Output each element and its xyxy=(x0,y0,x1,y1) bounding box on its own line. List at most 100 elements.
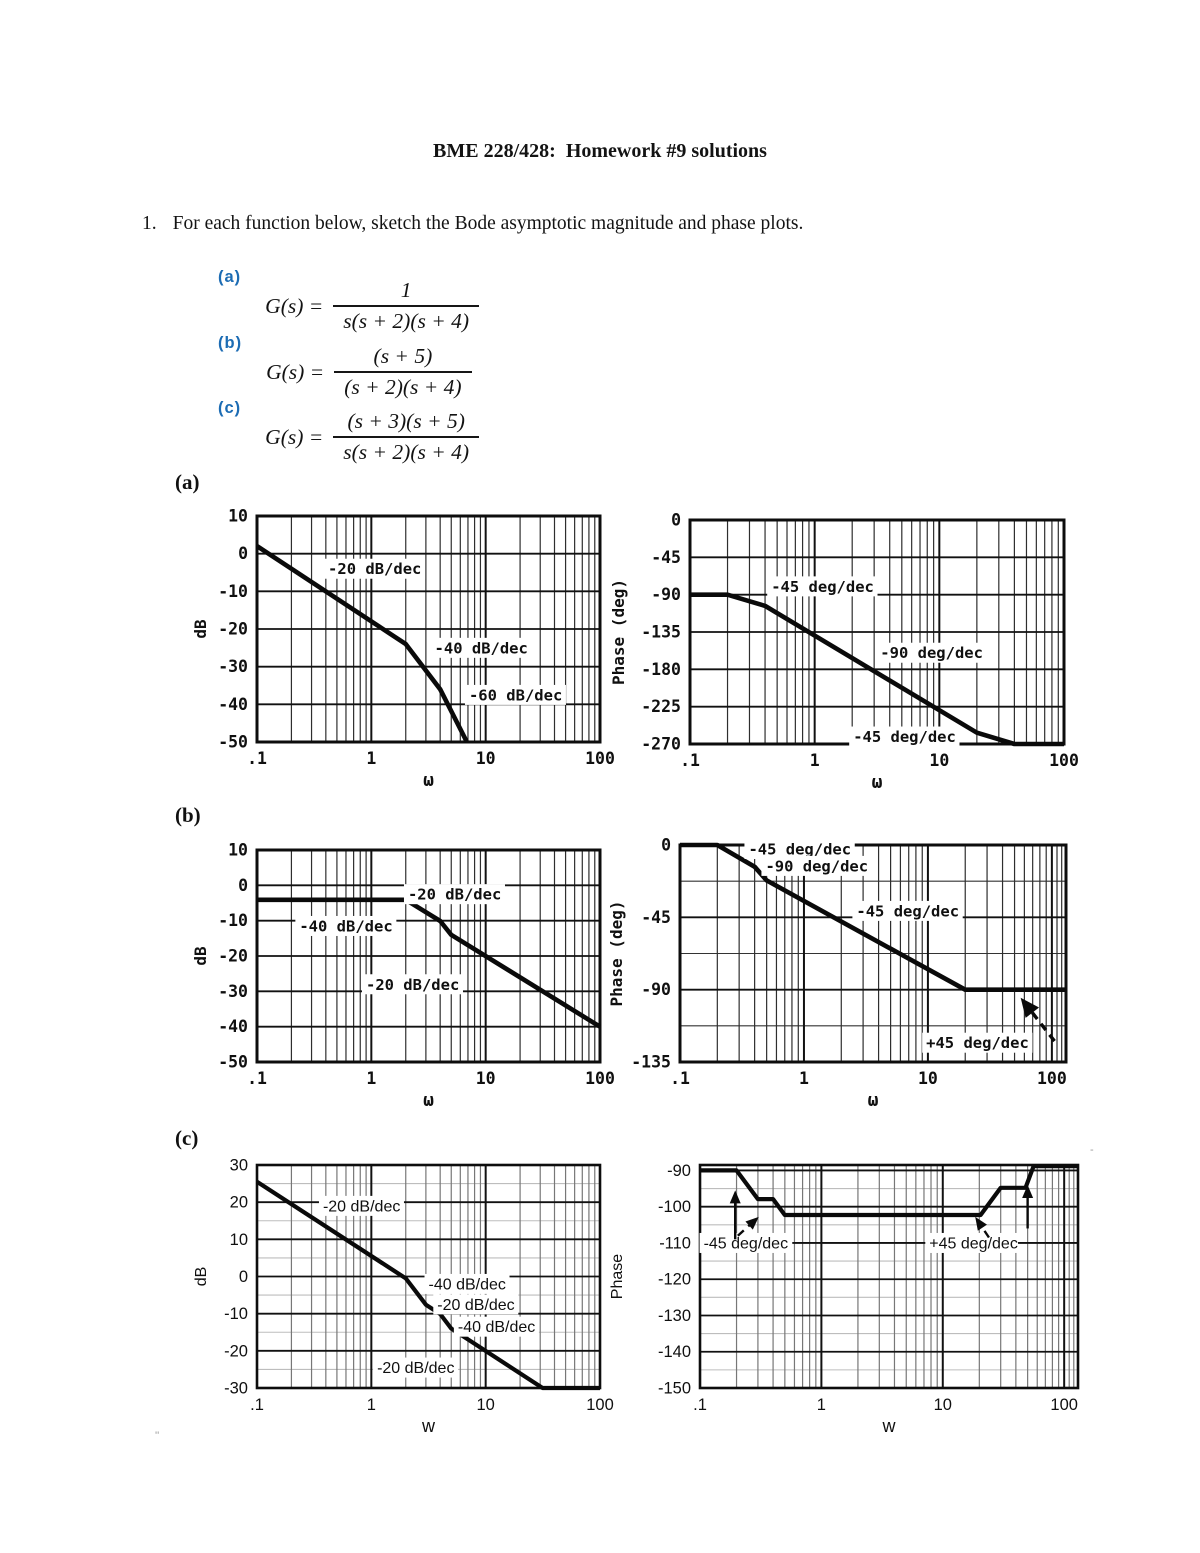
y-axis-label: dB xyxy=(193,1267,210,1287)
annotation-box xyxy=(433,1294,519,1315)
slope-annotation: -20 dB/dec xyxy=(366,976,459,994)
annotation-box xyxy=(361,974,463,995)
x-axis-label: w xyxy=(421,1416,436,1436)
bode-plot-c-magnitude: -20 dB/dec -40 dB/dec -20 dB/dec -40 dB/dec… xyxy=(176,1148,626,1451)
x-tick-label: .1 xyxy=(250,1396,264,1414)
y-tick-label: -40 xyxy=(218,1017,248,1036)
fraction-bar xyxy=(334,371,472,373)
section-label-a: (a) xyxy=(175,470,200,494)
slope-annotation: -45 deg/dec xyxy=(771,578,874,596)
page-title: BME 228/428: Homework #9 solutions xyxy=(433,140,767,162)
slope-annotation: -20 dB/dec xyxy=(323,1198,400,1215)
equation-b-fraction: (s + 5) (s + 2)(s + 4) xyxy=(334,344,472,400)
equation-a: (a) G(s) = 1 s(s + 2)(s + 4) xyxy=(218,266,480,334)
y-tick-label: 0 xyxy=(671,511,681,530)
y-tick-label: -50 xyxy=(218,733,248,752)
y-axis-label: Phase (deg) xyxy=(609,579,628,685)
x-axis-label: ω xyxy=(423,1090,434,1111)
bode-plot-b-phase: -45 deg/dec -90 deg/dec -45 deg/dec +45 deg… xyxy=(600,826,1080,1123)
y-tick-label: 30 xyxy=(230,1157,248,1175)
x-tick-label: 100 xyxy=(1049,751,1079,770)
fraction-bar xyxy=(333,305,480,307)
y-tick-label: -135 xyxy=(641,623,681,642)
x-tick-label: 1 xyxy=(817,1396,826,1414)
equation-a-numerator: 1 xyxy=(400,278,412,302)
slope-annotation: -40 dB/dec xyxy=(299,917,392,935)
y-tick-label: -10 xyxy=(224,1305,248,1323)
bode-chart-svg: -20 dB/dec-40 dB/dec-20 dB/dec100-10-20-… xyxy=(191,841,615,1112)
slope-annotation: -40 dB/dec xyxy=(435,639,528,657)
x-tick-label: 10 xyxy=(918,1069,938,1088)
annotation-box xyxy=(925,1232,1019,1253)
problem-statement: 1. For each function below, sketch the B… xyxy=(142,213,1122,235)
equation-c-denominator: s(s + 2)(s + 4) xyxy=(343,440,470,464)
annotation-arrowhead xyxy=(975,1216,987,1231)
bode-chart-svg: -20 dB/dec -40 dB/dec -20 dB/dec -40 dB/dec… xyxy=(193,1157,614,1437)
x-axis-label: ω xyxy=(423,770,434,791)
bode-chart-svg: -20 dB/dec-40 dB/dec-60 dB/dec100-10-20-… xyxy=(191,507,615,792)
fraction-bar xyxy=(333,436,480,438)
y-tick-label: -180 xyxy=(641,660,681,679)
annotation-box xyxy=(453,1316,539,1337)
y-tick-label: 0 xyxy=(239,1268,248,1286)
slope-annotation: -20 dB/dec xyxy=(437,1297,514,1314)
annotation-box xyxy=(318,1195,404,1216)
y-axis-label: dB xyxy=(191,619,210,639)
plot-border xyxy=(255,848,602,1064)
bode-chart-svg: -45 deg/dec-90 deg/dec-45 deg/dec+45 deg… xyxy=(607,836,1068,1111)
annotation-box xyxy=(849,726,960,747)
asymptote-curve xyxy=(255,544,469,744)
annotation-box xyxy=(699,1232,793,1253)
x-axis-label: ω xyxy=(872,772,883,793)
section-label-b: (b) xyxy=(175,803,201,827)
y-tick-label: -90 xyxy=(651,585,681,604)
equation-c-lhs: G(s) = xyxy=(265,424,324,449)
annotation-arrowhead xyxy=(729,1190,741,1204)
y-tick-label: -20 xyxy=(224,1342,248,1360)
slope-annotation: -45 deg/dec xyxy=(704,1235,789,1252)
y-axis-label: Phase xyxy=(609,1254,626,1299)
y-tick-label: -20 xyxy=(218,947,248,966)
equation-b-denominator: (s + 2)(s + 4) xyxy=(344,375,462,399)
y-tick-label: -140 xyxy=(658,1343,691,1361)
y-tick-label: 0 xyxy=(238,544,248,563)
y-tick-label: 10 xyxy=(230,1231,248,1249)
annotation-box xyxy=(424,1273,510,1294)
y-tick-label: -150 xyxy=(658,1380,691,1398)
equation-b-numerator: (s + 5) xyxy=(373,344,433,368)
slope-annotation: -20 dB/dec xyxy=(408,886,501,904)
plot-border xyxy=(678,843,1068,1064)
x-tick-label: 10 xyxy=(934,1396,952,1414)
y-tick-label: 20 xyxy=(230,1194,248,1212)
slope-annotation: -60 dB/dec xyxy=(469,686,562,704)
y-tick-label: -20 xyxy=(218,620,248,639)
annotation-box xyxy=(464,684,566,705)
y-tick-label: -270 xyxy=(641,735,681,754)
equation-a-lhs: G(s) = xyxy=(265,293,324,318)
y-tick-label: -40 xyxy=(218,695,248,714)
annotation-arrow-line xyxy=(979,1224,990,1239)
x-axis-label: w xyxy=(882,1416,897,1436)
y-tick-label: -10 xyxy=(218,582,248,601)
bode-chart-svg: -45 deg/dec +45 deg/dec -90 -100 -110 -120 -13… xyxy=(609,1162,1080,1436)
y-tick-label: -135 xyxy=(631,1053,671,1072)
y-tick-label: -130 xyxy=(658,1307,691,1325)
y-axis-label: dB xyxy=(191,946,210,966)
x-axis-label: ω xyxy=(868,1090,879,1111)
x-tick-label: .1 xyxy=(670,1069,690,1088)
x-tick-label: 1 xyxy=(366,749,376,768)
y-tick-label: -100 xyxy=(658,1198,691,1216)
slope-annotation: -45 deg/dec xyxy=(856,902,959,920)
x-tick-label: 1 xyxy=(799,1069,809,1088)
y-tick-label: -50 xyxy=(218,1053,248,1072)
y-tick-label: 0 xyxy=(661,836,671,855)
equation-c: (c) G(s) = (s + 3)(s + 5) s(s + 2)(s + 4… xyxy=(218,397,480,465)
slope-annotation: -45 deg/dec xyxy=(748,841,851,859)
y-tick-label: -45 xyxy=(641,908,671,927)
x-tick-label: 1 xyxy=(366,1069,376,1088)
y-tick-label: 10 xyxy=(228,507,248,526)
x-tick-label: 100 xyxy=(586,1396,614,1414)
equation-b: (b) G(s) = (s + 5) (s + 2)(s + 4) xyxy=(218,332,472,400)
annotation-arrowhead xyxy=(745,1216,759,1230)
problem-number: 1. xyxy=(142,213,157,234)
